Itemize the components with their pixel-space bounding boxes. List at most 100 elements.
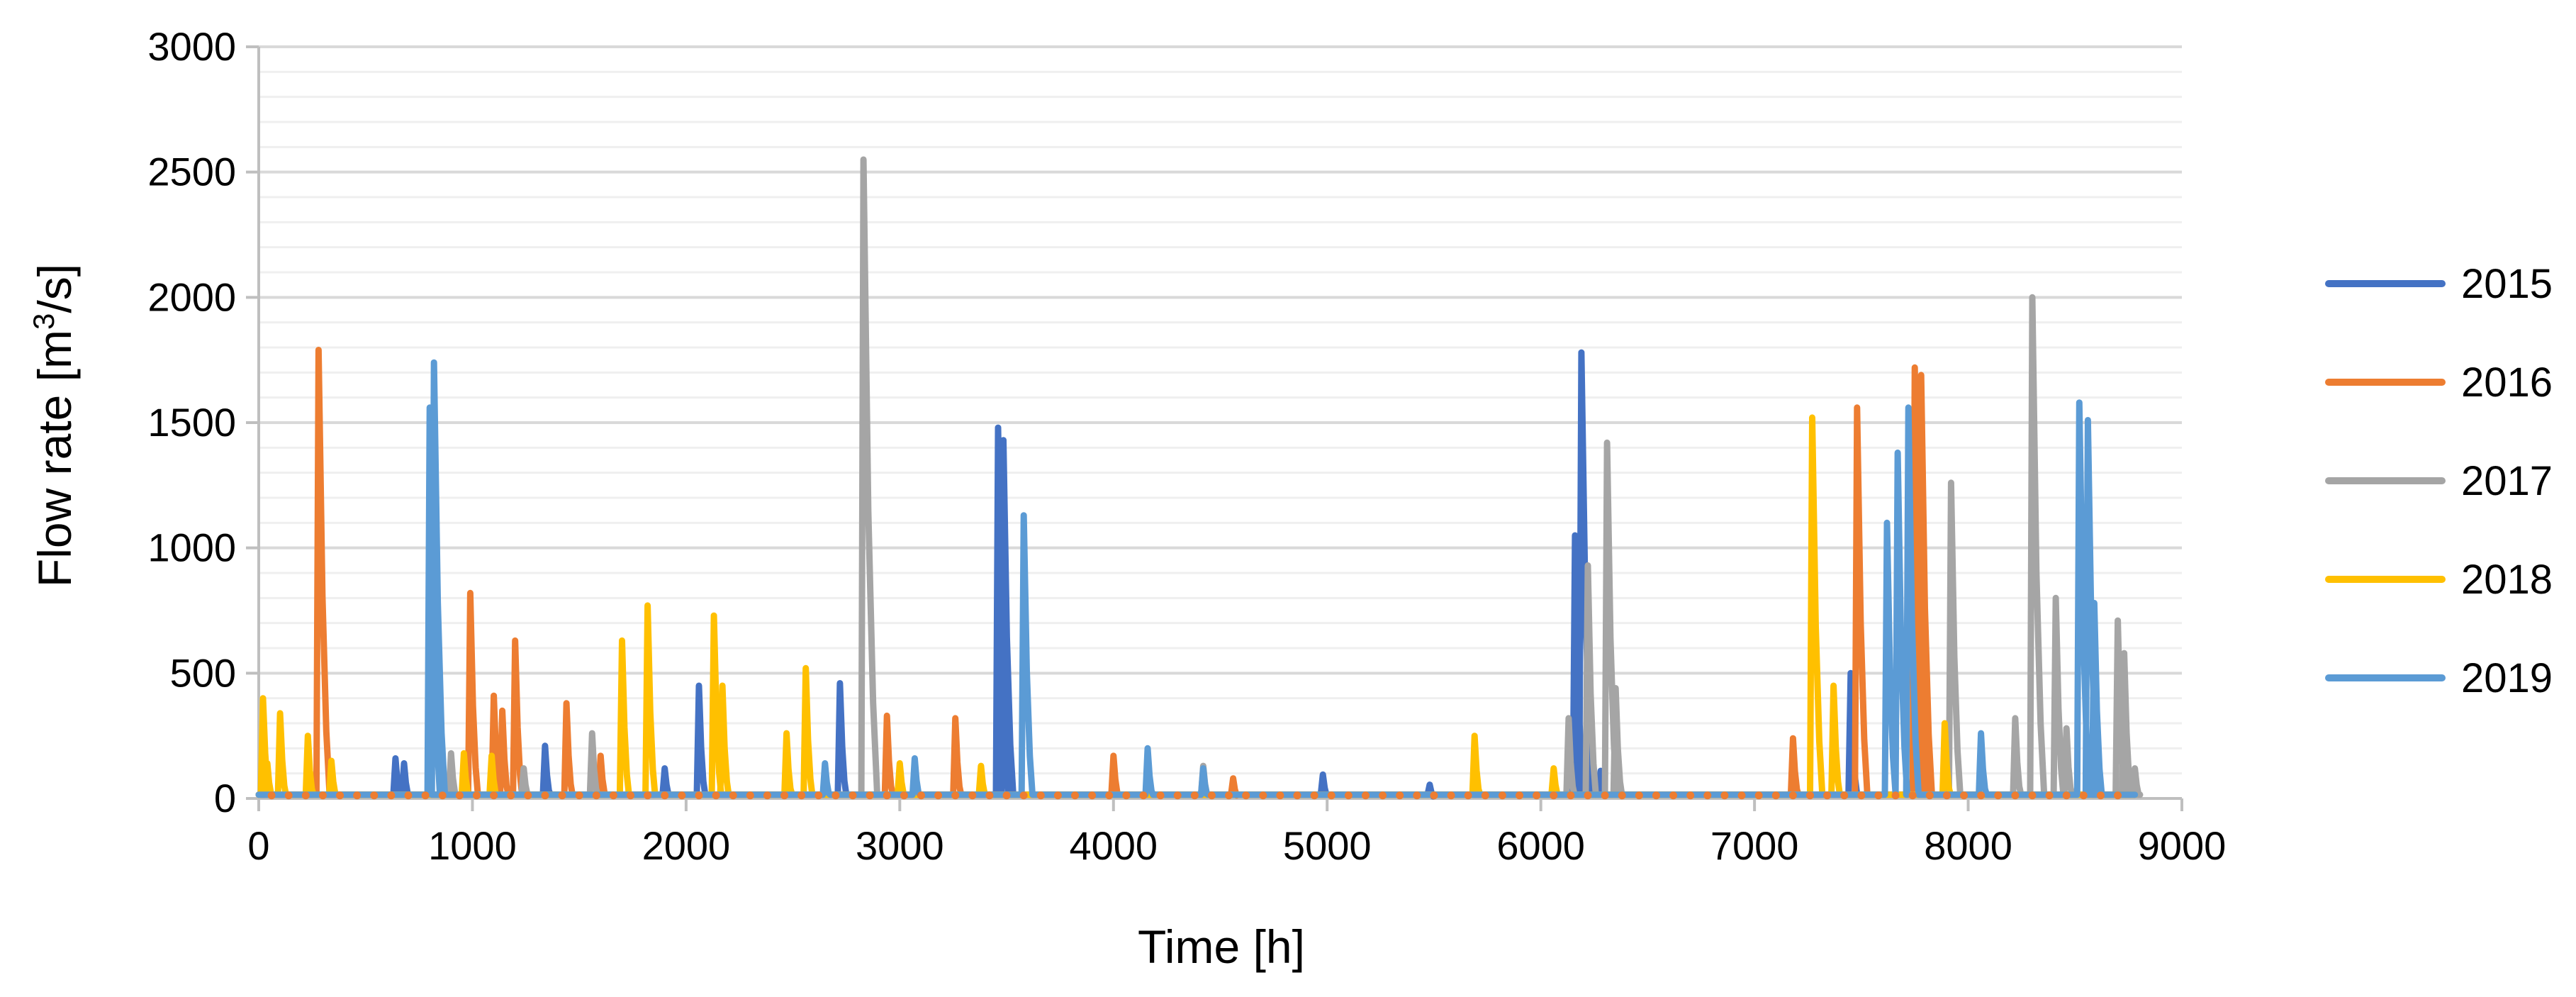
gridlines — [259, 45, 2182, 775]
baseline-marker — [1053, 791, 1062, 800]
baseline-marker — [472, 791, 481, 800]
y-tick-label: 0 — [214, 776, 236, 820]
baseline-marker — [421, 791, 430, 800]
x-axis-title: Time [h] — [1138, 920, 1305, 973]
baseline-marker — [1361, 791, 1370, 800]
series-2017-peak-point — [520, 765, 527, 772]
series-2015-peak-point — [401, 760, 407, 767]
series-2019-peak-point — [1905, 404, 1912, 411]
series-2016-peak-point — [884, 713, 890, 719]
series-2017-peak-point — [861, 157, 867, 162]
series-2016-peak-point — [1110, 752, 1116, 759]
baseline-marker — [2114, 791, 2122, 800]
baseline-marker — [780, 791, 789, 800]
series-2018-peak-point — [1942, 720, 1948, 726]
baseline-marker — [814, 791, 823, 800]
baseline-marker — [1788, 791, 1797, 800]
baseline-marker — [592, 791, 600, 800]
baseline-marker — [1225, 791, 1233, 800]
series-2017-peak-point — [1604, 440, 1611, 446]
baseline-marker — [900, 791, 908, 800]
series-2018-peak-point — [619, 637, 625, 644]
series-2017-peak-point — [1565, 715, 1572, 721]
legend-label-2019: 2019 — [2461, 655, 2553, 701]
baseline-marker — [797, 791, 806, 800]
series-2016-peak-point — [499, 708, 505, 714]
y-axis-title-superscript: 3 — [27, 313, 60, 330]
series-2018-peak-point — [277, 710, 284, 716]
baseline-marker — [387, 791, 396, 800]
baseline-marker — [1498, 791, 1506, 800]
baseline-marker — [1310, 791, 1318, 800]
x-tick-label: 6000 — [1496, 823, 1585, 868]
baseline-marker — [831, 791, 840, 800]
series-2015-peak-point — [1578, 350, 1584, 356]
series-2018-peak-point — [461, 750, 467, 757]
y-tick-label: 1000 — [147, 525, 236, 570]
legend-label-2015: 2015 — [2461, 261, 2553, 307]
baseline-marker — [1447, 791, 1455, 800]
series-2016-peak-point — [1790, 735, 1796, 742]
x-tick-label: 0 — [247, 823, 269, 868]
tick-labels: 0 500 1000 1500 2000 2500 3000 0 1000 2000 3000 400… — [147, 24, 2226, 868]
series-2018-peak-point — [1830, 683, 1837, 689]
baseline-marker — [1276, 791, 1284, 800]
series-2017-peak-point — [1584, 562, 1591, 569]
baseline-marker — [1207, 791, 1216, 800]
baseline-marker — [2096, 791, 2105, 800]
baseline-marker — [1567, 791, 1575, 800]
baseline-marker — [575, 791, 583, 800]
baseline-marker — [507, 791, 515, 800]
series-2018-peak-point — [1550, 765, 1557, 772]
baseline-marker — [318, 791, 327, 800]
baseline-marker — [558, 791, 566, 800]
series-2017-peak-point — [2012, 715, 2018, 721]
series-2018-peak-point — [644, 602, 651, 608]
baseline-marker — [746, 791, 754, 800]
baseline-marker — [968, 791, 977, 800]
baseline-marker — [1857, 791, 1866, 800]
baseline-marker — [1720, 791, 1729, 800]
y-axis-title-text: Flow rate [m — [28, 330, 81, 587]
series-2019-peak-point — [2076, 399, 2083, 406]
series-2016-peak-point — [1230, 775, 1236, 781]
series-2015-peak-point — [695, 683, 702, 689]
series-2016-peak-point — [1912, 364, 1918, 371]
baseline-marker — [1242, 791, 1250, 800]
baseline-marker — [1908, 791, 1917, 800]
baseline-marker — [1533, 791, 1541, 800]
series-2016-peak-point — [564, 700, 570, 706]
series-2019-peak-point — [1145, 745, 1151, 752]
baseline-marker — [455, 791, 464, 800]
baseline-marker — [2028, 791, 2037, 800]
series-2017-peak-point — [1948, 479, 1954, 486]
baseline-marker — [712, 791, 720, 800]
y-tick-label: 500 — [170, 650, 236, 695]
baseline-marker — [1960, 791, 1969, 800]
series-2017-peak-point — [2132, 765, 2138, 772]
series-2017-peak-point — [2121, 650, 2127, 657]
baseline-marker — [1105, 791, 1114, 800]
series-2018-peak-point — [719, 683, 726, 689]
series-2018-peak-point — [897, 760, 903, 767]
y-tick-label: 2500 — [147, 150, 236, 194]
baseline-marker — [490, 791, 498, 800]
baseline-marker — [883, 791, 891, 800]
series-2015-peak-point — [836, 680, 843, 686]
x-tick-label: 5000 — [1283, 823, 1372, 868]
series-2018-peak-point — [260, 695, 267, 701]
baseline-marker — [1823, 791, 1832, 800]
series-2018-peak-point — [264, 760, 271, 767]
legend: 2015 2016 2017 2018 2019 — [2325, 261, 2553, 701]
baseline-marker — [866, 791, 874, 800]
baseline-marker — [1173, 791, 1182, 800]
baseline-marker — [1293, 791, 1301, 800]
series-2019-peak-point — [1021, 512, 1027, 518]
series-2015-peak-point — [542, 742, 548, 749]
series-2016-peak-point — [491, 693, 497, 699]
baseline-marker — [524, 791, 532, 800]
series-2018-peak-point — [711, 613, 717, 619]
series-2015-peak-point — [1000, 437, 1007, 443]
